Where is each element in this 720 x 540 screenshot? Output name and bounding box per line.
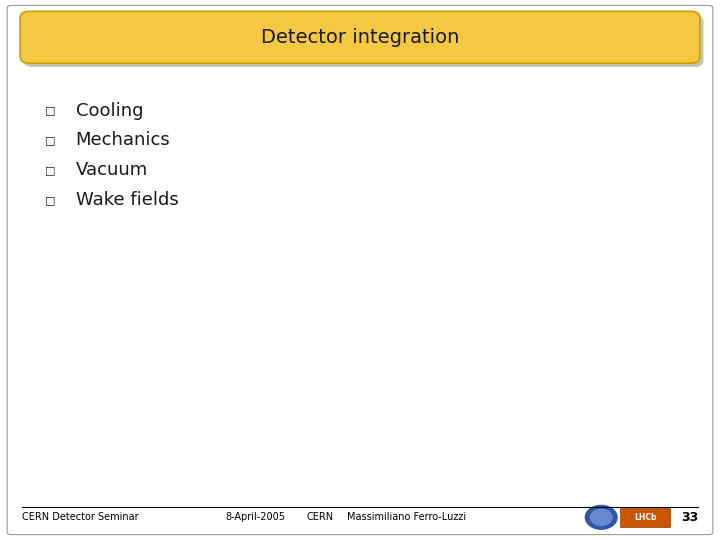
Text: □: □	[45, 136, 55, 145]
Text: Detector integration: Detector integration	[261, 28, 459, 47]
Text: □: □	[45, 106, 55, 116]
Text: 33: 33	[681, 511, 698, 524]
Text: CERN Detector Seminar: CERN Detector Seminar	[22, 512, 138, 522]
Text: Vacuum: Vacuum	[76, 161, 148, 179]
FancyBboxPatch shape	[24, 15, 703, 67]
Text: Wake fields: Wake fields	[76, 191, 179, 209]
Text: CERN: CERN	[307, 512, 334, 522]
FancyBboxPatch shape	[20, 11, 700, 63]
Circle shape	[585, 505, 617, 529]
FancyBboxPatch shape	[620, 508, 670, 527]
Text: 8-April-2005: 8-April-2005	[225, 512, 286, 522]
Text: □: □	[45, 195, 55, 205]
Text: □: □	[45, 165, 55, 175]
Text: Mechanics: Mechanics	[76, 131, 171, 150]
Text: Cooling: Cooling	[76, 102, 143, 120]
Text: LHCb: LHCb	[634, 513, 657, 522]
Text: Massimiliano Ferro-Luzzi: Massimiliano Ferro-Luzzi	[347, 512, 467, 522]
Circle shape	[590, 509, 612, 525]
FancyBboxPatch shape	[7, 5, 713, 535]
